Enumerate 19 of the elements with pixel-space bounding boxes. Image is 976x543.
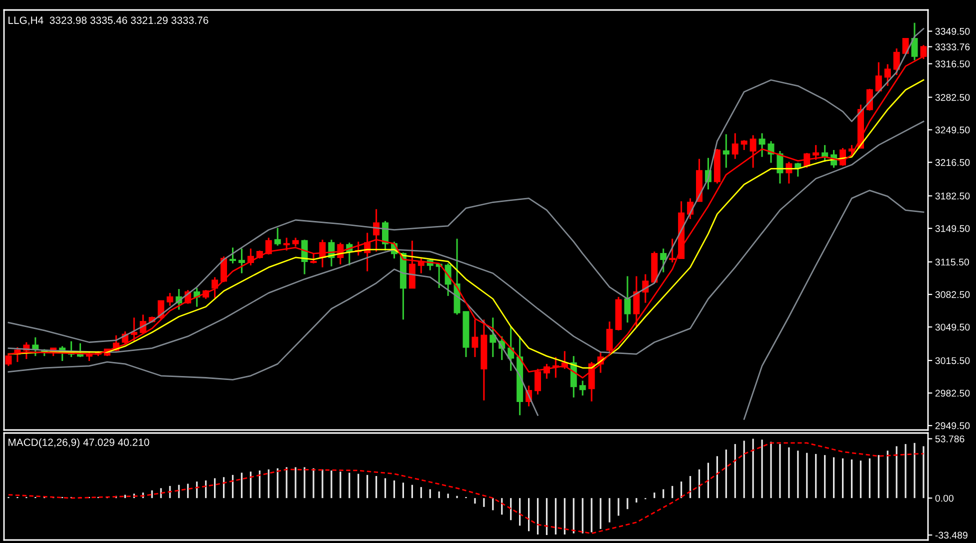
y-tick-label: 0.00 — [935, 494, 954, 502]
y-tick-label: 3249.50 — [935, 126, 970, 134]
y-tick-label: 3115.50 — [935, 258, 969, 266]
y-tick-label: 3149.50 — [935, 225, 970, 232]
text: LLG,H4 3323.98 3335.46 3321.29 3333.76 — [8, 16, 208, 26]
y-tick-label: 3333.76 — [935, 43, 970, 50]
y-tick-label: 3282.50 — [935, 94, 970, 101]
y-tick-label: -33.489 — [935, 532, 968, 539]
y-tick-label: 3015.50 — [935, 357, 970, 364]
y-tick-label: 53.786 — [935, 435, 964, 442]
y-tick-label: 3316.50 — [935, 60, 970, 68]
y-tick-label: 2982.50 — [935, 390, 970, 397]
chart-title: MACD(12,26,9) 47.029 40.210 — [8, 438, 150, 448]
y-tick-label: 3082.50 — [935, 291, 970, 298]
y-tick-label: 3216.50 — [935, 159, 970, 166]
y-tick-label: 3349.50 — [935, 28, 970, 35]
y-tick-label: 3049.50 — [935, 324, 970, 331]
y-tick-label: 3182.50 — [935, 192, 970, 200]
y-tick-label: 2949.50 — [935, 422, 970, 430]
